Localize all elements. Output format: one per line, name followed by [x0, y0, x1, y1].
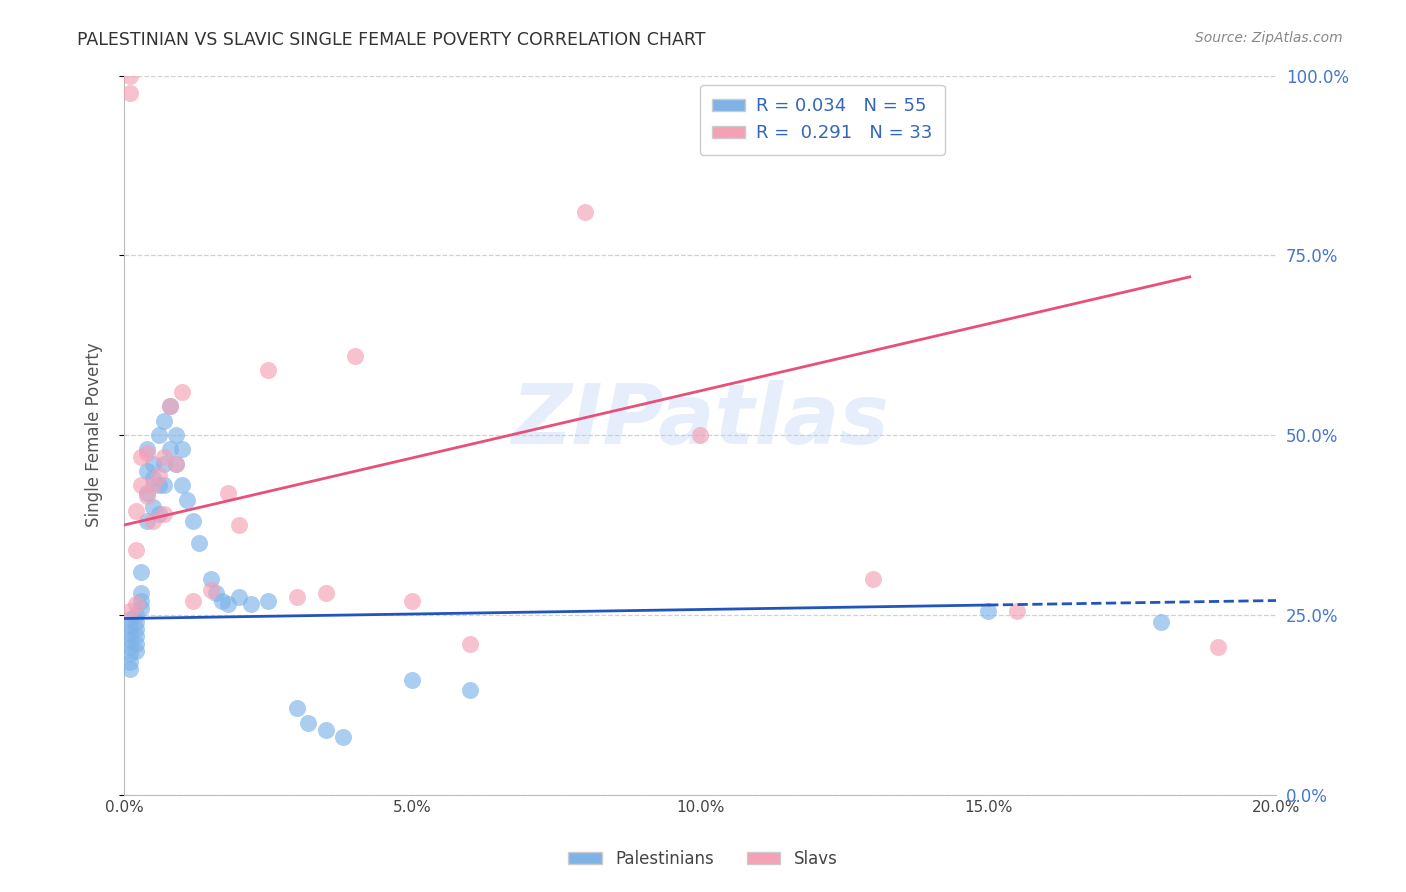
Point: [170, 384, 193, 399]
Point: [217, 485, 239, 500]
Point: [188, 536, 211, 550]
Point: [136, 515, 159, 529]
Text: ZIPatlas: ZIPatlas: [512, 380, 889, 461]
Point: [118, 69, 141, 83]
Point: [118, 87, 141, 101]
Point: [205, 586, 228, 600]
Point: [124, 622, 146, 636]
Point: [332, 730, 354, 744]
Point: [124, 607, 146, 622]
Point: [165, 457, 187, 471]
Y-axis label: Single Female Poverty: Single Female Poverty: [86, 343, 103, 527]
Point: [131, 600, 153, 615]
Point: [228, 590, 250, 604]
Point: [458, 637, 481, 651]
Point: [148, 428, 170, 442]
Point: [200, 572, 222, 586]
Point: [315, 586, 337, 600]
Point: [118, 626, 141, 640]
Point: [862, 572, 884, 586]
Point: [153, 478, 176, 492]
Point: [142, 471, 165, 485]
Point: [118, 648, 141, 662]
Point: [343, 349, 366, 363]
Point: [118, 655, 141, 669]
Point: [124, 637, 146, 651]
Legend: R = 0.034   N = 55, R =  0.291   N = 33: R = 0.034 N = 55, R = 0.291 N = 33: [700, 85, 945, 155]
Point: [217, 597, 239, 611]
Point: [148, 467, 170, 482]
Point: [131, 593, 153, 607]
Point: [124, 644, 146, 658]
Point: [285, 590, 308, 604]
Point: [142, 478, 165, 492]
Text: PALESTINIAN VS SLAVIC SINGLE FEMALE POVERTY CORRELATION CHART: PALESTINIAN VS SLAVIC SINGLE FEMALE POVE…: [77, 31, 706, 49]
Point: [136, 446, 159, 460]
Point: [153, 507, 176, 521]
Point: [165, 457, 187, 471]
Point: [131, 586, 153, 600]
Point: [153, 457, 176, 471]
Point: [458, 683, 481, 698]
Point: [401, 593, 423, 607]
Point: [148, 507, 170, 521]
Point: [118, 618, 141, 632]
Point: [136, 489, 159, 503]
Text: Source: ZipAtlas.com: Source: ZipAtlas.com: [1195, 31, 1343, 45]
Point: [124, 597, 146, 611]
Point: [239, 597, 262, 611]
Point: [1150, 615, 1173, 629]
Point: [574, 205, 596, 219]
Point: [211, 593, 233, 607]
Point: [181, 593, 204, 607]
Point: [124, 630, 146, 644]
Legend: Palestinians, Slavs: Palestinians, Slavs: [561, 844, 845, 875]
Point: [131, 450, 153, 464]
Point: [153, 450, 176, 464]
Point: [118, 662, 141, 676]
Point: [200, 582, 222, 597]
Point: [124, 615, 146, 629]
Point: [136, 442, 159, 457]
Point: [124, 543, 146, 558]
Point: [297, 715, 319, 730]
Point: [142, 500, 165, 514]
Point: [689, 428, 711, 442]
Point: [401, 673, 423, 687]
Point: [257, 363, 280, 377]
Point: [159, 400, 181, 414]
Point: [170, 478, 193, 492]
Point: [124, 503, 146, 517]
Point: [148, 478, 170, 492]
Point: [1005, 604, 1028, 618]
Point: [118, 611, 141, 625]
Point: [136, 485, 159, 500]
Point: [118, 640, 141, 655]
Point: [131, 565, 153, 579]
Point: [170, 442, 193, 457]
Point: [257, 593, 280, 607]
Point: [285, 701, 308, 715]
Point: [159, 442, 181, 457]
Point: [977, 604, 1000, 618]
Point: [118, 633, 141, 648]
Point: [131, 478, 153, 492]
Point: [153, 414, 176, 428]
Point: [176, 492, 198, 507]
Point: [1208, 640, 1230, 655]
Point: [165, 428, 187, 442]
Point: [142, 515, 165, 529]
Point: [315, 723, 337, 737]
Point: [118, 604, 141, 618]
Point: [142, 457, 165, 471]
Point: [228, 518, 250, 533]
Point: [136, 464, 159, 478]
Point: [159, 400, 181, 414]
Point: [181, 515, 204, 529]
